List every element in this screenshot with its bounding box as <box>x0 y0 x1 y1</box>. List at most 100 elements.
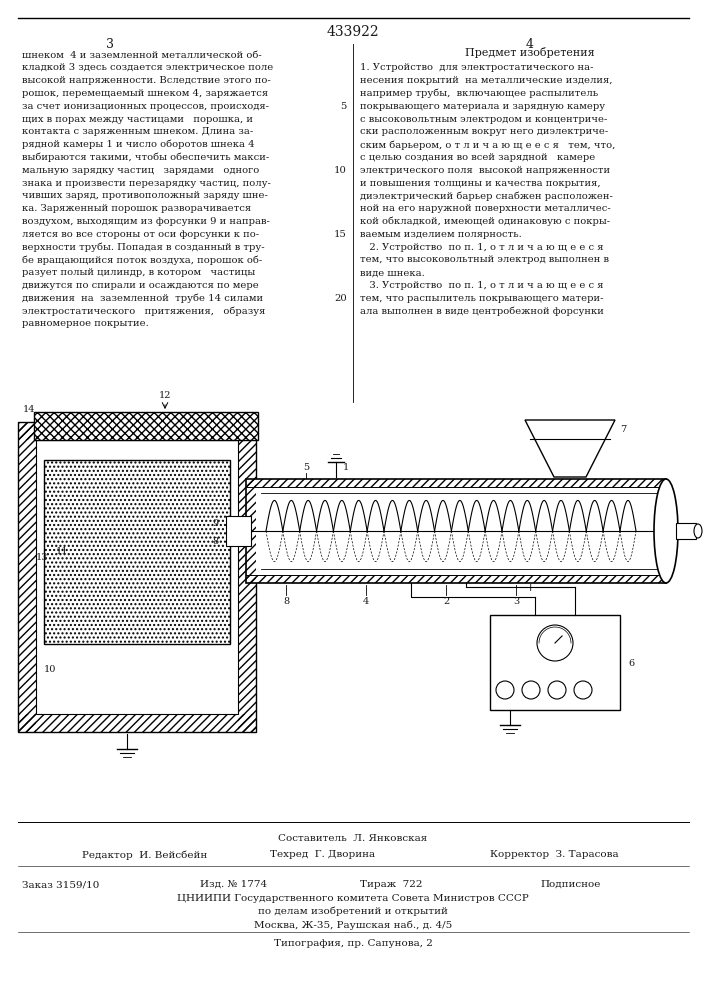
Text: бе вращающийся поток воздуха, порошок об-: бе вращающийся поток воздуха, порошок об… <box>22 255 262 265</box>
Text: ски расположенным вокруг него диэлектриче-: ски расположенным вокруг него диэлектрич… <box>360 127 608 136</box>
Text: Редактор  И. Вейсбейн: Редактор И. Вейсбейн <box>82 850 207 859</box>
Text: Подписное: Подписное <box>540 880 600 889</box>
Text: высокой напряженности. Вследствие этого по-: высокой напряженности. Вследствие этого … <box>22 76 271 85</box>
Text: Москва, Ж-35, Раушская наб., д. 4/5: Москва, Ж-35, Раушская наб., д. 4/5 <box>254 920 452 930</box>
Text: покрывающего материала и зарядную камеру: покрывающего материала и зарядную камеру <box>360 102 605 111</box>
Bar <box>490 615 620 710</box>
Bar <box>18 422 36 732</box>
Text: 2. Устройство  по п. 1, о т л и ч а ю щ е е с я: 2. Устройство по п. 1, о т л и ч а ю щ е… <box>360 243 604 252</box>
Text: знака и произвести перезарядку частиц, полу-: знака и произвести перезарядку частиц, п… <box>22 178 271 188</box>
Text: Техред  Г. Дворина: Техред Г. Дворина <box>270 850 375 859</box>
Text: 3: 3 <box>513 596 519 605</box>
Text: ваемым изделием полярность.: ваемым изделием полярность. <box>360 230 522 239</box>
Text: мальную зарядку частиц   зарядами   одного: мальную зарядку частиц зарядами одного <box>22 166 259 175</box>
Text: Тираж  722: Тираж 722 <box>360 880 423 889</box>
Ellipse shape <box>654 479 678 583</box>
Text: разует полый цилиндр, в котором   частицы: разует полый цилиндр, в котором частицы <box>22 268 255 277</box>
Text: 5: 5 <box>303 462 309 472</box>
Circle shape <box>522 681 540 699</box>
Text: Составитель  Л. Янковская: Составитель Л. Янковская <box>279 834 428 843</box>
Text: щих в порах между частицами   порошка, и: щих в порах между частицами порошка, и <box>22 114 253 123</box>
Text: виде шнека.: виде шнека. <box>360 268 425 277</box>
Text: 1. Устройство  для электростатического на-: 1. Устройство для электростатического на… <box>360 64 593 73</box>
Text: ной на его наружной поверхности металличес-: ной на его наружной поверхности металлич… <box>360 204 611 213</box>
Text: 3: 3 <box>106 37 114 50</box>
Bar <box>246 479 666 487</box>
Text: ка. Заряженный порошок разворачивается: ка. Заряженный порошок разворачивается <box>22 204 251 213</box>
Text: 13: 13 <box>36 552 49 562</box>
Text: контакта с заряженным шнеком. Длина за-: контакта с заряженным шнеком. Длина за- <box>22 127 253 136</box>
Bar <box>36 440 238 714</box>
Text: +: + <box>525 583 534 593</box>
Bar <box>18 714 256 732</box>
Bar <box>226 516 251 546</box>
Circle shape <box>496 681 514 699</box>
Circle shape <box>537 625 573 661</box>
Text: тем, что высоковольтный электрод выполнен в: тем, что высоковольтный электрод выполне… <box>360 255 609 264</box>
Text: 12: 12 <box>159 391 171 400</box>
Bar <box>34 412 258 440</box>
Text: равномерное покрытие.: равномерное покрытие. <box>22 319 148 328</box>
Text: 4: 4 <box>363 596 369 605</box>
Text: движения  на  заземленной  трубе 14 силами: движения на заземленной трубе 14 силами <box>22 293 263 303</box>
Bar <box>44 460 230 644</box>
Text: несения покрытий  на металлические изделия,: несения покрытий на металлические издели… <box>360 76 612 85</box>
Circle shape <box>548 681 566 699</box>
Text: рядной камеры 1 и число оборотов шнека 4: рядной камеры 1 и число оборотов шнека 4 <box>22 140 255 149</box>
Text: ляется во все стороны от оси форсунки к по-: ляется во все стороны от оси форсунки к … <box>22 230 259 239</box>
Text: 2: 2 <box>443 596 449 605</box>
Text: ским барьером, о т л и ч а ю щ е е с я   тем, что,: ским барьером, о т л и ч а ю щ е е с я т… <box>360 140 615 150</box>
Text: верхности трубы. Попадая в созданный в тру-: верхности трубы. Попадая в созданный в т… <box>22 242 264 252</box>
Text: 7: 7 <box>620 426 626 434</box>
Text: Предмет изобретения: Предмет изобретения <box>465 47 595 58</box>
Text: Заказ 3159/10: Заказ 3159/10 <box>22 880 100 889</box>
Circle shape <box>574 681 592 699</box>
Bar <box>246 575 666 583</box>
Bar <box>246 479 666 583</box>
Text: ЦНИИПИ Государственного комитета Совета Министров СССР: ЦНИИПИ Государственного комитета Совета … <box>177 894 529 903</box>
Text: 11: 11 <box>56 548 69 556</box>
Text: 8: 8 <box>212 536 218 546</box>
Ellipse shape <box>694 524 702 538</box>
Text: выбираются такими, чтобы обеспечить макси-: выбираются такими, чтобы обеспечить макс… <box>22 153 269 162</box>
Text: электрического поля  высокой напряженности: электрического поля высокой напряженност… <box>360 166 610 175</box>
Text: тем, что распылитель покрывающего матери-: тем, что распылитель покрывающего матери… <box>360 294 604 303</box>
Text: рошок, перемещаемый шнеком 4, заряжается: рошок, перемещаемый шнеком 4, заряжается <box>22 89 268 98</box>
Text: Изд. № 1774: Изд. № 1774 <box>200 880 267 889</box>
Text: 20: 20 <box>334 294 347 303</box>
Text: 10: 10 <box>334 166 347 175</box>
Text: кой обкладкой, имеющей одинаковую с покры-: кой обкладкой, имеющей одинаковую с покр… <box>360 217 610 226</box>
Bar <box>18 422 256 732</box>
Text: 10: 10 <box>44 664 57 674</box>
Text: с целью создания во всей зарядной   камере: с целью создания во всей зарядной камере <box>360 153 595 162</box>
Text: диэлектрический барьер снабжен расположен-: диэлектрический барьер снабжен расположе… <box>360 191 613 201</box>
Bar <box>44 460 230 644</box>
Text: 4: 4 <box>526 37 534 50</box>
Text: Типография, пр. Сапунова, 2: Типография, пр. Сапунова, 2 <box>274 939 433 948</box>
Text: движутся по спирали и осаждаются по мере: движутся по спирали и осаждаются по мере <box>22 281 259 290</box>
Bar <box>18 422 256 440</box>
Text: 1: 1 <box>343 462 349 472</box>
Text: 433922: 433922 <box>327 25 380 39</box>
Text: 15: 15 <box>334 230 347 239</box>
Bar <box>238 422 256 732</box>
Text: за счет ионизационных процессов, происходя-: за счет ионизационных процессов, происхо… <box>22 102 269 111</box>
Text: 6: 6 <box>628 658 634 668</box>
Text: кладкой 3 здесь создается электрическое поле: кладкой 3 здесь создается электрическое … <box>22 63 273 72</box>
Text: 5: 5 <box>341 102 347 111</box>
Text: 8: 8 <box>283 596 289 605</box>
Bar <box>676 523 696 539</box>
Bar <box>36 440 238 714</box>
Text: воздухом, выходящим из форсунки 9 и направ-: воздухом, выходящим из форсунки 9 и напр… <box>22 217 270 226</box>
Text: 3. Устройство  по п. 1, о т л и ч а ю щ е е с я: 3. Устройство по п. 1, о т л и ч а ю щ е… <box>360 281 604 290</box>
Text: ала выполнен в виде центробежной форсунки: ала выполнен в виде центробежной форсунк… <box>360 306 604 316</box>
Text: Корректор  З. Тарасова: Корректор З. Тарасова <box>490 850 619 859</box>
Text: электростатического   притяжения,   образуя: электростатического притяжения, образуя <box>22 306 265 316</box>
Text: шнеком  4 и заземленной металлической об-: шнеком 4 и заземленной металлической об- <box>22 50 262 60</box>
Polygon shape <box>525 420 615 477</box>
Bar <box>34 412 258 440</box>
Text: 9: 9 <box>212 518 218 528</box>
Text: и повышения толщины и качества покрытия,: и повышения толщины и качества покрытия, <box>360 179 601 188</box>
Text: −: − <box>565 570 575 583</box>
Text: по делам изобретений и открытий: по делам изобретений и открытий <box>258 907 448 916</box>
